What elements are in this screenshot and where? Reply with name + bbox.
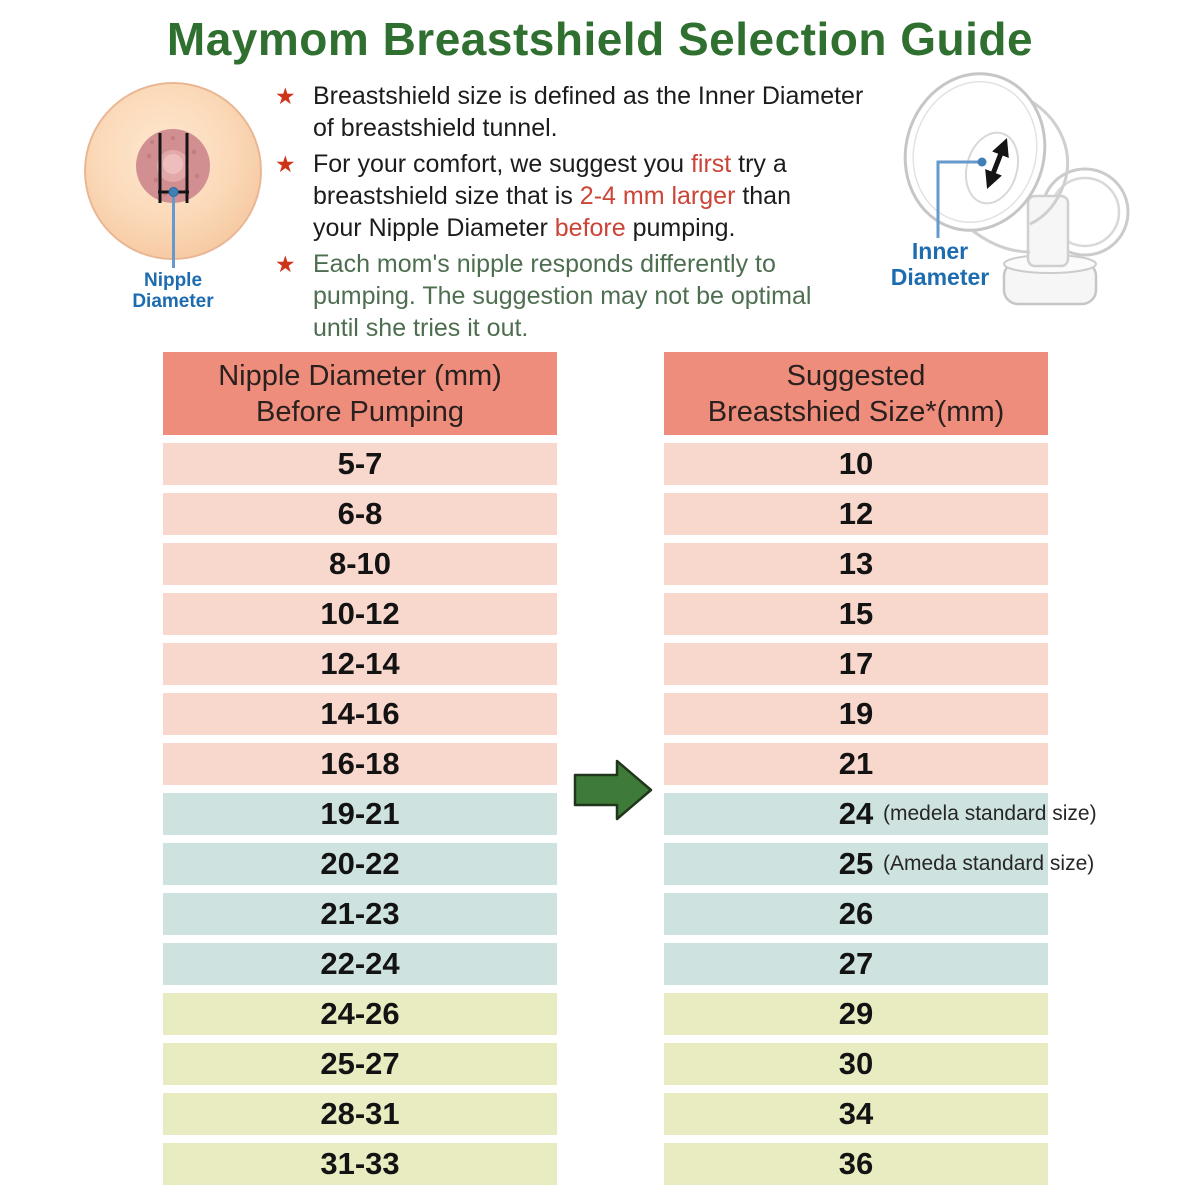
shield-cell: 15 <box>664 593 1048 635</box>
bullet-item: ★ Breastshield size is defined as the In… <box>272 80 920 144</box>
nipple-cell: 16-18 <box>163 743 557 785</box>
shield-cell: 13 <box>664 543 1048 585</box>
nipple-cell: 5-7 <box>163 443 557 485</box>
shield-cell: 30 <box>664 1043 1048 1085</box>
nipple-cell: 8-10 <box>163 543 557 585</box>
shield-cell: 17 <box>664 643 1048 685</box>
page-title: Maymom Breastshield Selection Guide <box>166 13 1034 65</box>
shield-cell: 25 (Ameda standard size) <box>664 843 1094 885</box>
star-bullet-icon: ★ <box>275 251 296 277</box>
funnel-rim-inner-ellipse <box>912 80 1038 224</box>
nipple-cell: 28-31 <box>163 1093 557 1135</box>
nipple-cell: 14-16 <box>163 693 557 735</box>
nipple-cell: 20-22 <box>163 843 557 885</box>
bullet-item: ★ Each mom's nipple responds differently… <box>272 248 920 344</box>
highlight-red-text: first <box>690 150 732 178</box>
nipple-cell: 22-24 <box>163 943 557 985</box>
inner-diameter-label: Inner Diameter <box>890 238 990 290</box>
shield-cell: 36 <box>664 1143 1048 1185</box>
star-bullet-icon: ★ <box>275 83 296 109</box>
nipple-cell: 19-21 <box>163 793 557 835</box>
shield-cell: 24 (medela standard size) <box>664 793 1097 835</box>
shield-cell: 34 <box>664 1093 1048 1135</box>
nipple-cell: 12-14 <box>163 643 557 685</box>
star-bullet-icon: ★ <box>275 151 296 177</box>
bullet-text: Breastshield size is defined as the Inne… <box>313 82 864 142</box>
nipple-diameter-column-header: Nipple Diameter (mm) Before Pumping <box>163 352 557 435</box>
shield-cell: 27 <box>664 943 1048 985</box>
highlight-red-text: before <box>554 214 626 242</box>
highlight-red-text: 2-4 mm larger <box>579 182 736 210</box>
inner-diameter-pointer-line <box>936 160 979 238</box>
inner-diameter-arrow <box>985 137 1009 190</box>
shield-cell: 10 <box>664 443 1048 485</box>
nipple-cell: 10-12 <box>163 593 557 635</box>
shield-cell: 21 <box>664 743 1048 785</box>
suggested-size-column-header: Suggested Breastshied Size*(mm) <box>664 352 1048 435</box>
funnel-cone-top-edge <box>1025 96 1070 226</box>
funnel-cone-bottom-edge <box>972 229 1031 254</box>
shield-note: (Ameda standard size) <box>883 852 1095 875</box>
nipple-diameter-illustration <box>84 82 262 268</box>
pump-body-tube <box>1026 194 1070 268</box>
nipple-cell: 21-23 <box>163 893 557 935</box>
nipple-cell: 6-8 <box>163 493 557 535</box>
breastshield-illustration <box>903 72 1130 306</box>
shield-note: (medela standard size) <box>883 802 1097 825</box>
bullet-text: Each mom's nipple responds differently t… <box>313 250 812 342</box>
shield-cell: 19 <box>664 693 1048 735</box>
bullet-text: For your comfort, we suggest you first t… <box>313 150 791 242</box>
shield-cell: 29 <box>664 993 1048 1035</box>
pointer-dot <box>168 187 179 197</box>
shield-cell: 12 <box>664 493 1048 535</box>
nipple-cell: 25-27 <box>163 1043 557 1085</box>
shield-cell: 26 <box>664 893 1048 935</box>
arrow-right-icon <box>573 759 653 821</box>
nipple-diameter-label: Nipple Diameter <box>132 270 214 312</box>
nipple-cell: 24-26 <box>163 993 557 1035</box>
bullet-item: ★ For your comfort, we suggest you first… <box>272 148 920 244</box>
pointer-dot <box>977 157 987 167</box>
bullet-list: ★ Breastshield size is defined as the In… <box>272 80 920 348</box>
nipple-cell: 31-33 <box>163 1143 557 1185</box>
nipple-highlight <box>163 154 183 174</box>
